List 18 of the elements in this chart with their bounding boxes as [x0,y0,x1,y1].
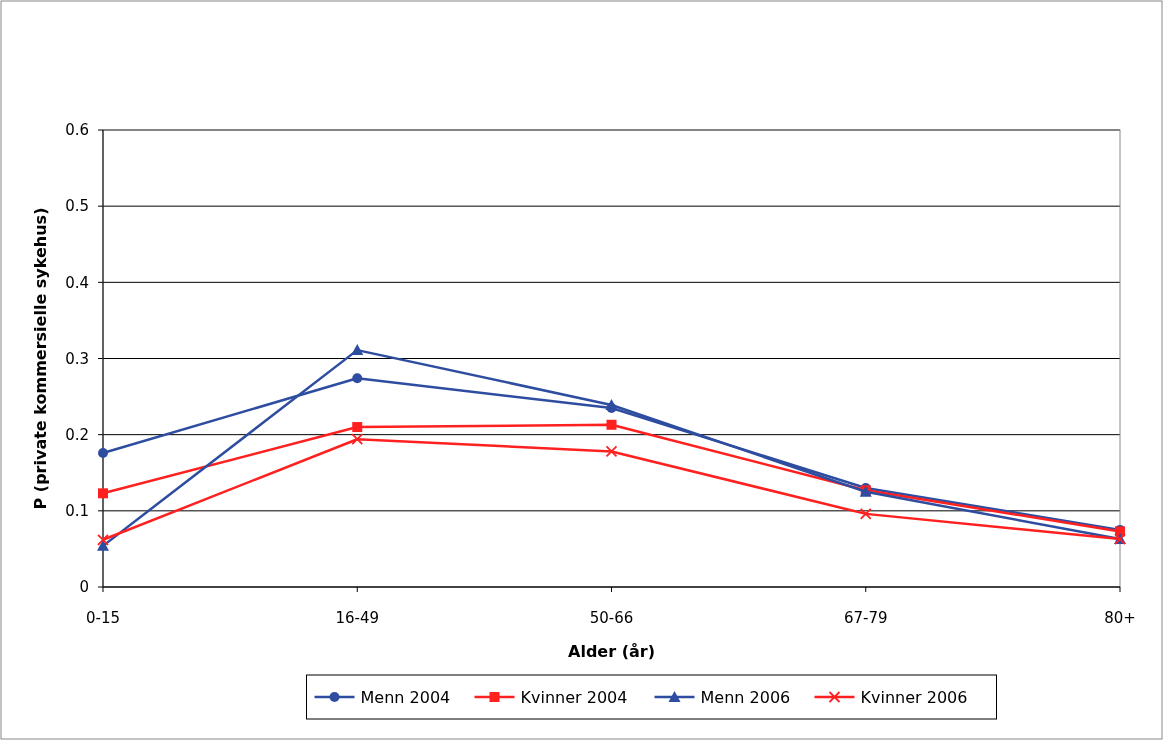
y-tick-label: 0.2 [65,425,89,444]
y-tick-label: 0.1 [65,502,89,521]
x-tick-label: 67-79 [843,609,888,627]
legend-label: Menn 2006 [700,687,791,707]
legend-label: Kvinner 2004 [520,687,628,707]
x-tick-label: 0-15 [85,609,121,627]
x-tick-label: 80+ [1104,609,1136,627]
y-tick-label: 0 [79,578,89,597]
x-tick-label: 50-66 [589,609,634,627]
x-tick-label: 16-49 [335,609,380,627]
y-tick-label: 0.6 [65,121,89,140]
y-tick-label: 0.5 [65,197,89,216]
legend-label: Kvinner 2006 [860,687,968,707]
y-tick-label: 0.4 [65,273,89,292]
y-tick-label: 0.3 [65,349,89,368]
y-axis-title: P (private kommersielle sykehus) [31,207,50,510]
legend-label: Menn 2004 [360,687,451,707]
x-axis-title: Alder (år) [568,642,655,661]
